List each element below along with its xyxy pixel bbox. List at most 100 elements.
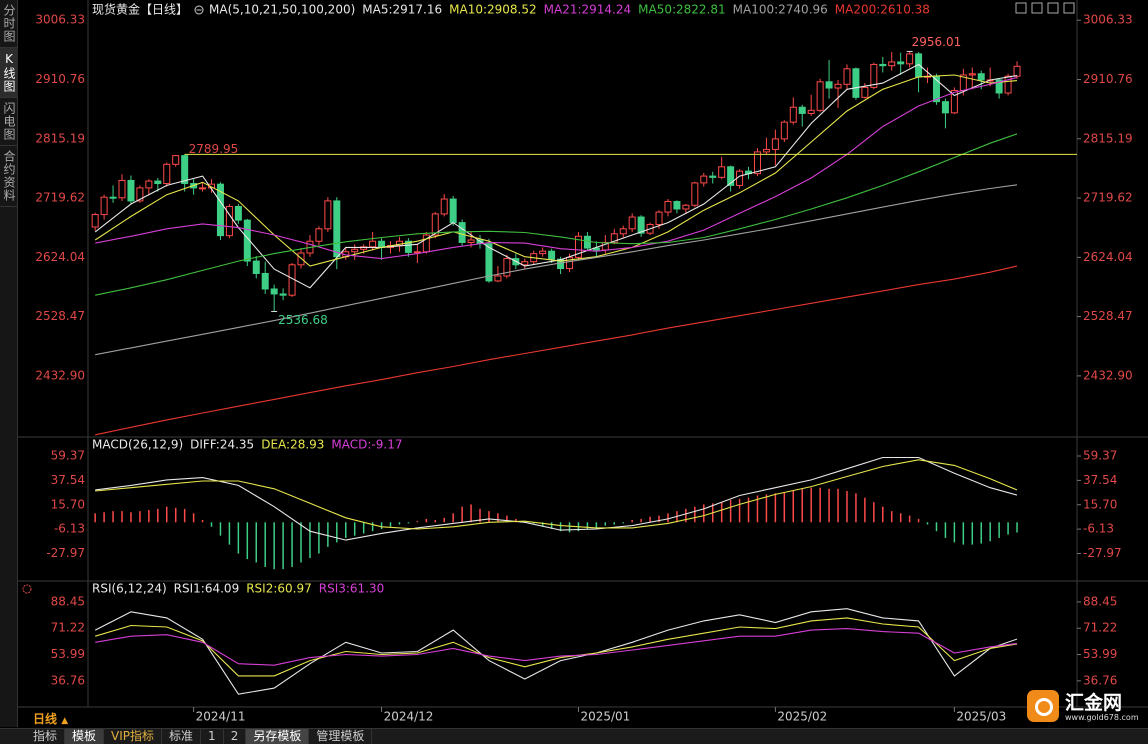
- legend-label: MA100:2740.96: [733, 3, 828, 17]
- candle-body: [1004, 75, 1012, 94]
- x-tick-label: 2025/03: [956, 710, 1006, 724]
- y-tick-label: 2528.47: [1083, 309, 1133, 323]
- series-line: [95, 76, 1018, 260]
- arrow-icon: ▲: [61, 716, 69, 726]
- candle-body: [548, 250, 556, 260]
- toolbar-item[interactable]: 2: [224, 729, 247, 744]
- x-tick-label: 2024/12: [384, 710, 434, 724]
- candle-body: [315, 228, 323, 242]
- candle-body: [261, 272, 269, 290]
- period-selector[interactable]: 日线 ▲: [33, 710, 68, 727]
- candle-body: [431, 213, 439, 236]
- candle-body: [673, 201, 681, 210]
- toolbar-item[interactable]: 1: [201, 729, 224, 744]
- candle-body: [995, 79, 1003, 94]
- toolbar-item[interactable]: 管理模板: [309, 729, 373, 744]
- legend-label: RSI1:64.09: [174, 582, 240, 596]
- icon[interactable]: [1047, 2, 1059, 14]
- legend-label: MA200:2610.38: [835, 3, 930, 17]
- y-tick-label: 2624.04: [35, 250, 85, 264]
- series-line: [95, 133, 1018, 296]
- candle-body: [199, 187, 207, 190]
- series-line: [95, 265, 1018, 436]
- toolbar-item[interactable]: 标准: [162, 729, 202, 744]
- toggle-icon[interactable]: [194, 5, 204, 15]
- y-tick-label: 88.45: [51, 594, 85, 608]
- y-tick-label: 53.99: [1083, 647, 1117, 661]
- candle-body: [252, 260, 260, 274]
- candle-body: [879, 63, 887, 67]
- y-tick-label: 59.37: [51, 449, 85, 463]
- legend-label: DEA:28.93: [261, 438, 324, 452]
- candle-body: [279, 293, 287, 296]
- y-tick-label: -27.97: [1083, 546, 1122, 560]
- tab[interactable]: K线图: [0, 48, 18, 98]
- candle-body: [100, 196, 108, 216]
- candle-body: [270, 288, 278, 295]
- y-tick-label: 15.70: [1083, 497, 1117, 511]
- x-tick-label: 2025/02: [777, 710, 827, 724]
- y-tick-label: 2719.62: [1083, 191, 1133, 205]
- y-tick-label: 59.37: [1083, 449, 1117, 463]
- candle-body: [888, 61, 896, 67]
- logo-name: 汇金网: [1065, 692, 1123, 714]
- candle-body: [404, 240, 412, 253]
- candle-body: [208, 183, 216, 189]
- candle-body: [789, 106, 797, 123]
- candle-body: [458, 222, 466, 243]
- window-icons[interactable]: [1015, 2, 1075, 14]
- candle-body: [682, 204, 690, 210]
- toolbar-item[interactable]: VIP指标: [104, 729, 163, 744]
- max-label: 2956.01: [912, 35, 962, 49]
- toolbar-item[interactable]: 模板: [65, 729, 105, 744]
- candle-body: [163, 163, 171, 185]
- legend-label: RSI2:60.97: [246, 582, 312, 596]
- series-line: [94, 74, 1018, 267]
- candle-body: [771, 138, 779, 150]
- tab[interactable]: 闪电图: [0, 98, 18, 146]
- candle-body: [351, 248, 359, 253]
- candle-body: [762, 148, 770, 153]
- legend-label: RSI(6,12,24): [92, 582, 167, 596]
- rsi-icon[interactable]: [22, 584, 32, 594]
- tab[interactable]: 合约资料: [0, 146, 18, 207]
- logo-url: www.gold678.com: [1065, 713, 1139, 722]
- series-line: [95, 617, 1018, 677]
- sidebar: 分时图 K线图 闪电图 合约资料: [0, 0, 18, 727]
- toolbar-item[interactable]: 另存模板: [246, 729, 310, 744]
- y-tick-label: 2432.90: [1083, 368, 1133, 382]
- candle-body: [664, 201, 672, 213]
- period-label[interactable]: 日线: [33, 712, 58, 726]
- candle-body: [234, 205, 242, 221]
- icon[interactable]: [1015, 2, 1027, 14]
- y-tick-label: 36.76: [1083, 673, 1117, 687]
- y-tick-label: 36.76: [51, 673, 85, 687]
- y-tick-label: 53.99: [51, 647, 85, 661]
- y-tick-label: -6.13: [54, 522, 85, 536]
- candle-body: [700, 175, 708, 184]
- candle-body: [852, 68, 860, 98]
- candle-body: [610, 233, 618, 243]
- y-tick-label: 2815.19: [1083, 131, 1133, 145]
- candle-body: [691, 182, 699, 206]
- series-line: [95, 184, 1018, 356]
- candle-body: [807, 109, 815, 114]
- toolbar-item[interactable]: 指标: [26, 729, 66, 744]
- candle-body: [834, 83, 842, 89]
- y-tick-label: 2432.90: [35, 368, 85, 382]
- candle-body: [655, 211, 663, 225]
- y-tick-label: 2910.76: [1083, 72, 1133, 86]
- candle-body: [181, 155, 189, 185]
- min-label: 2536.68: [278, 313, 328, 327]
- tab[interactable]: 分时图: [0, 0, 18, 48]
- candle-body: [91, 214, 99, 228]
- logo-icon: [1027, 690, 1059, 722]
- candle-body: [440, 198, 448, 215]
- icon[interactable]: [1031, 2, 1043, 14]
- candle-body: [718, 166, 726, 178]
- candle-body: [566, 256, 574, 270]
- icon[interactable]: [1063, 2, 1075, 14]
- candle-body: [521, 261, 529, 266]
- candle-body: [816, 81, 824, 111]
